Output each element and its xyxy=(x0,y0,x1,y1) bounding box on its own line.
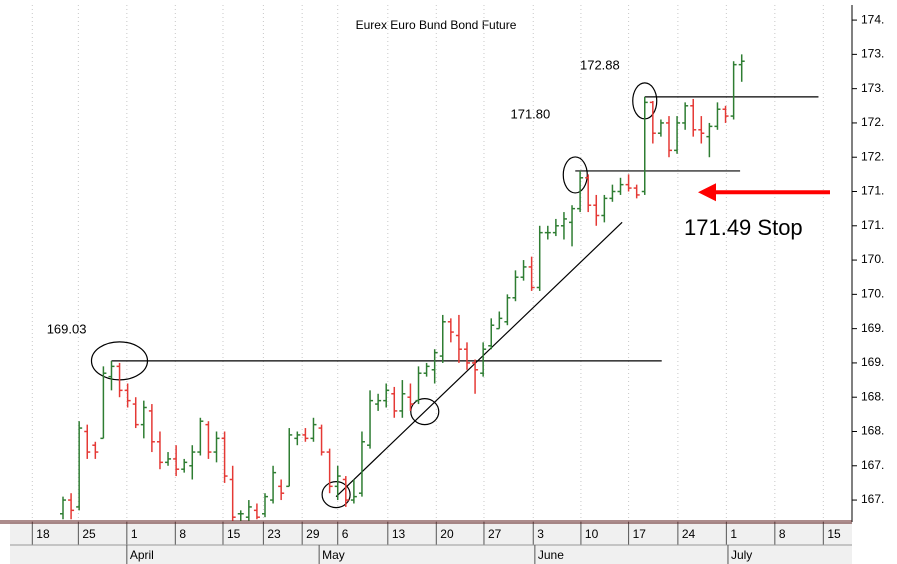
x-tick-label: 10 xyxy=(585,527,599,541)
y-tick-label: 174. xyxy=(861,12,884,26)
y-tick-label: 169. xyxy=(861,355,884,369)
x-tick-label: 3 xyxy=(537,527,544,541)
highlight-circle xyxy=(562,156,588,194)
x-tick-label: 1 xyxy=(730,527,737,541)
x-tick-label: 23 xyxy=(267,527,281,541)
x-tick-label: 17 xyxy=(633,527,647,541)
y-tick-label: 173. xyxy=(861,81,884,95)
y-tick-label: 167. xyxy=(861,458,884,472)
x-tick-label: 18 xyxy=(36,527,50,541)
x-tick-label: 27 xyxy=(488,527,502,541)
x-tick-label: 13 xyxy=(392,527,406,541)
x-tick-label: 15 xyxy=(827,527,841,541)
y-tick-label: 171. xyxy=(861,218,884,232)
x-tick-label: 25 xyxy=(82,527,96,541)
x-tick-label: 24 xyxy=(682,527,696,541)
x-tick-label: 15 xyxy=(227,527,241,541)
y-tick-label: 168. xyxy=(861,389,884,403)
month-label: July xyxy=(731,548,752,562)
level-label: 169.03 xyxy=(47,321,87,336)
y-tick-label: 172. xyxy=(861,115,884,129)
y-tick-label: 173. xyxy=(861,47,884,61)
y-tick-label: 167. xyxy=(861,492,884,506)
month-label: June xyxy=(538,548,564,562)
x-tick-label: 20 xyxy=(440,527,454,541)
y-tick-label: 172. xyxy=(861,149,884,163)
stop-arrow-head xyxy=(698,183,716,202)
level-label: 171.80 xyxy=(510,106,550,121)
x-tick-label: 6 xyxy=(342,527,349,541)
month-label: May xyxy=(322,548,345,562)
trend-line xyxy=(335,221,623,498)
highlight-circle xyxy=(410,398,440,426)
y-tick-label: 171. xyxy=(861,184,884,198)
date-band xyxy=(10,522,852,564)
y-tick-label: 170. xyxy=(861,252,884,266)
stop-label: 171.49 Stop xyxy=(684,215,803,240)
y-tick-label: 168. xyxy=(861,424,884,438)
highlight-circle xyxy=(321,481,351,509)
x-tick-label: 8 xyxy=(179,527,186,541)
y-tick-label: 169. xyxy=(861,321,884,335)
level-label: 172.88 xyxy=(580,57,620,72)
month-label: April xyxy=(130,548,154,562)
x-tick-label: 8 xyxy=(779,527,786,541)
x-tick-label: 29 xyxy=(306,527,320,541)
x-tick-label: 1 xyxy=(131,527,138,541)
y-tick-label: 170. xyxy=(861,287,884,301)
